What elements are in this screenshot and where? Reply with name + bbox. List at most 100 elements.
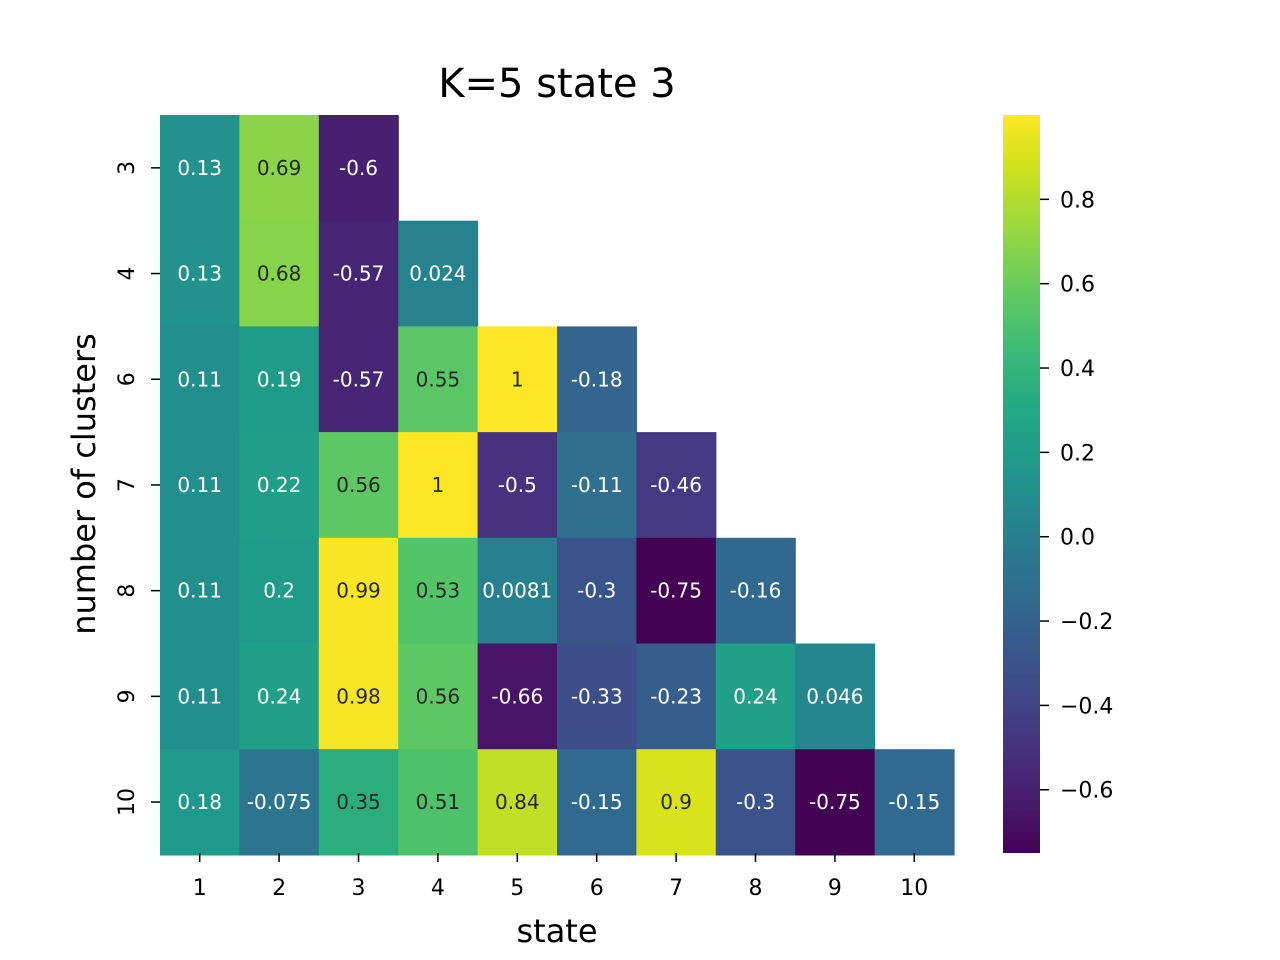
cell-value-label: -0.46	[650, 473, 702, 497]
cell-value-label: -0.75	[809, 790, 861, 814]
heatmap-cell	[160, 220, 240, 327]
cell-value-label: 0.0081	[482, 579, 552, 603]
heatmap-cell	[239, 432, 320, 539]
x-tick-label: 8	[749, 876, 763, 901]
heatmap-cell	[636, 643, 717, 750]
heatmap-cell	[160, 537, 240, 645]
heatmap-cell	[318, 220, 399, 327]
y-axis-ticks: 3 4 6 7 8 9 10	[115, 161, 160, 816]
colorbar-tick-label: 0.2	[1060, 441, 1095, 466]
y-axis-label: number of clusters	[65, 333, 103, 635]
heatmap-cell	[398, 326, 479, 433]
colorbar-gradient	[1003, 115, 1040, 853]
cell-value-label: 0.13	[177, 262, 222, 286]
x-tick-label: 2	[272, 876, 286, 901]
x-tick-label: 3	[352, 876, 366, 901]
y-tick-label: 8	[115, 584, 140, 598]
x-tick-label: 1	[193, 876, 207, 901]
heatmap-cell	[318, 537, 399, 645]
heatmap-cell	[239, 220, 320, 327]
heatmap-cell	[318, 432, 399, 539]
heatmap-cell	[715, 537, 796, 645]
colorbar-tick-label: 0.0	[1060, 526, 1095, 551]
cell-value-label: 0.56	[416, 684, 461, 708]
x-tick-label: 4	[431, 876, 445, 901]
cell-value-label: -0.16	[730, 579, 782, 603]
cell-value-label: 1	[432, 473, 445, 497]
heatmap-cell	[636, 537, 717, 645]
cell-value-label: -0.15	[888, 790, 940, 814]
heatmap-cell	[160, 749, 240, 856]
colorbar-tick-label: 0.6	[1060, 273, 1095, 298]
colorbar-tick-label: −0.2	[1060, 610, 1113, 635]
cell-value-label: 0.56	[336, 473, 381, 497]
heatmap-cell	[398, 749, 479, 856]
cell-value-label: 0.22	[257, 473, 302, 497]
heatmap-cell	[557, 432, 637, 539]
heatmap-cell	[715, 643, 796, 750]
heatmap-cell	[557, 537, 637, 645]
cell-value-label: 0.11	[177, 579, 222, 603]
heatmap-cell	[239, 537, 320, 645]
cell-value-label: 0.9	[660, 790, 692, 814]
cell-value-label: 0.11	[177, 684, 222, 708]
x-tick-label: 5	[510, 876, 524, 901]
heatmap-cell	[557, 749, 637, 856]
cell-value-label: 0.69	[257, 156, 302, 180]
heatmap-cell	[239, 115, 320, 222]
heatmap-cell	[636, 432, 717, 539]
cell-value-label: 0.53	[416, 579, 461, 603]
heatmap-cell	[398, 643, 479, 750]
x-tick-label: 7	[669, 876, 683, 901]
heatmap-cell	[318, 115, 399, 222]
y-tick-label: 4	[115, 267, 140, 281]
heatmap-cell	[477, 643, 558, 750]
cell-value-label: 0.35	[336, 790, 381, 814]
heatmap-cell	[239, 326, 320, 433]
heatmap-cell	[160, 643, 240, 750]
x-axis-label: state	[516, 912, 597, 950]
colorbar-tick-label: −0.4	[1060, 694, 1113, 719]
cell-value-label: 0.11	[177, 473, 222, 497]
y-tick-label: 10	[115, 788, 140, 816]
cell-value-label: 0.19	[257, 367, 302, 391]
heatmap-cell	[398, 220, 479, 327]
cell-value-label: -0.23	[650, 684, 702, 708]
heatmap-cell	[795, 749, 876, 856]
cell-value-label: -0.5	[498, 473, 537, 497]
cell-value-label: 0.24	[733, 684, 778, 708]
cell-value-label: 0.99	[336, 579, 381, 603]
cell-value-label: -0.3	[736, 790, 775, 814]
cell-value-label: 0.68	[257, 262, 302, 286]
colorbar-tick-label: 0.4	[1060, 357, 1095, 382]
cell-value-label: -0.15	[571, 790, 623, 814]
heatmap-cell	[160, 326, 240, 433]
cell-value-label: -0.66	[491, 684, 543, 708]
cell-value-label: -0.6	[339, 156, 378, 180]
heatmap-cell	[398, 432, 479, 539]
x-tick-label: 6	[590, 876, 604, 901]
cell-value-label: -0.75	[650, 579, 702, 603]
heatmap-cell	[318, 643, 399, 750]
colorbar-tick-label: −0.6	[1060, 779, 1113, 804]
heatmap-cell	[557, 326, 637, 433]
y-tick-label: 3	[115, 161, 140, 175]
heatmap-cell	[318, 749, 399, 856]
cell-value-label: 0.13	[177, 156, 222, 180]
heatmap-cell	[477, 749, 558, 856]
cell-value-label: 0.98	[336, 684, 381, 708]
cell-value-label: -0.33	[571, 684, 623, 708]
cell-value-label: 0.55	[416, 367, 461, 391]
heatmap-cell	[318, 326, 399, 433]
heatmap-cell	[557, 643, 637, 750]
x-axis-ticks: 1 2 3 4 5 6 7 8 9 10	[193, 853, 928, 901]
heatmap-cell	[477, 537, 558, 645]
cell-value-label: -0.3	[577, 579, 616, 603]
heatmap-cell	[239, 749, 320, 856]
cell-value-label: 1	[511, 367, 524, 391]
y-tick-label: 6	[115, 372, 140, 386]
y-tick-label: 9	[115, 689, 140, 703]
colorbar: 0.8 0.6 0.4 0.2 0.0 −0.2 −0.4 −0.6	[1003, 115, 1113, 853]
cell-value-label: 0.51	[416, 790, 461, 814]
